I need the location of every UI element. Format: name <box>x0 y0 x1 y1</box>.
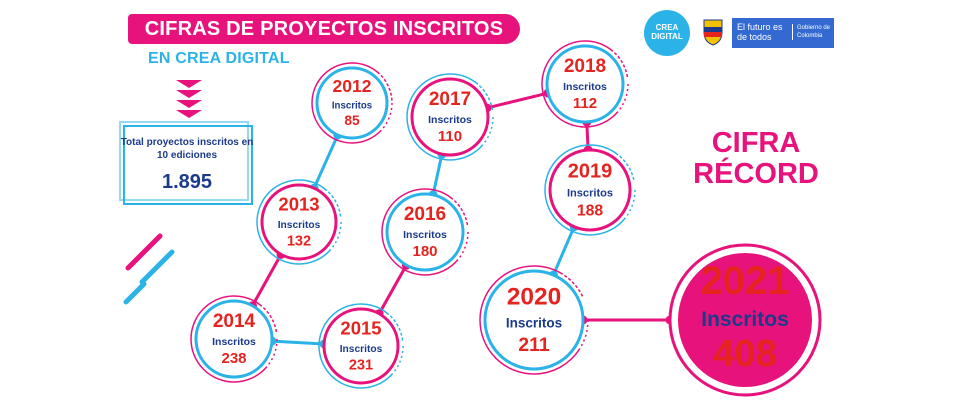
node-ring <box>322 307 400 385</box>
timeline-node-2017: 2017 Inscritos 110 <box>406 73 494 161</box>
node-dotted-arc <box>406 73 494 161</box>
page-title: CIFRAS DE PROYECTOS INSCRITOS <box>128 14 520 44</box>
connector-4 <box>431 153 444 196</box>
total-value: 1.895 <box>161 171 213 193</box>
gobierno-logo: El futuro es de todos Gobierno de Colomb… <box>732 18 834 48</box>
node-year: 2014 <box>213 311 256 332</box>
node-value: 231 <box>349 357 373 373</box>
connector-1 <box>251 253 283 307</box>
node-year: 2019 <box>568 160 613 182</box>
node-dotted-arc <box>318 303 404 389</box>
node-label: Inscritos <box>278 220 321 231</box>
node-label: Inscritos <box>563 81 607 93</box>
node-label: Inscritos <box>567 187 613 199</box>
node-ring <box>483 269 585 371</box>
node-ring <box>545 44 625 124</box>
connector-5 <box>486 91 549 110</box>
node-value: 238 <box>221 350 246 367</box>
node-value: 180 <box>412 243 437 260</box>
gov-slogan: El futuro es de todos <box>737 22 783 42</box>
node-dotted-arc <box>541 40 629 128</box>
timeline-node-2020: 2020 Inscritos 211 <box>479 265 589 375</box>
node-year: 2013 <box>278 193 319 214</box>
node-value: 132 <box>287 233 311 249</box>
node-ring <box>260 183 338 261</box>
node-dotted-arc <box>479 265 589 375</box>
node-ring <box>385 192 465 272</box>
crea-logo-text-2: DIGITAL <box>651 32 683 41</box>
node-ring <box>315 66 389 140</box>
node-year: 2012 <box>333 76 372 96</box>
node-dotted-arc <box>256 179 342 265</box>
node-year: 2020 <box>507 284 562 311</box>
down-chevrons-icon <box>176 80 202 118</box>
node-year: 2017 <box>429 89 471 110</box>
node-label: Inscritos <box>506 316 562 331</box>
node-ring <box>194 299 274 379</box>
node-dotted-arc <box>381 188 469 276</box>
node-dotted-arc <box>544 144 636 236</box>
gov-name: Gobierno de Colombia <box>792 24 837 40</box>
node-value: 188 <box>577 202 604 219</box>
timeline-node-2015: 2015 Inscritos 231 <box>318 303 404 389</box>
node-label: Inscritos <box>340 344 383 355</box>
node-year: 2016 <box>404 204 446 225</box>
connector-2 <box>271 339 325 346</box>
node-ring <box>410 77 490 157</box>
timeline-node-2013: 2013 Inscritos 132 <box>256 179 342 265</box>
node-label: Inscritos <box>212 336 256 348</box>
record-node-fill <box>678 253 812 387</box>
logos: CREA DIGITAL El futuro es de todos Gobie… <box>644 10 836 56</box>
timeline-node-2016: 2016 Inscritos 180 <box>381 188 469 276</box>
timeline-node-2014: 2014 Inscritos 238 <box>190 295 278 383</box>
node-value: 408 <box>713 333 776 375</box>
total-label: Total proyectos inscritos en 10 edicione… <box>120 137 254 161</box>
node-ring <box>548 148 632 232</box>
total-box-frame <box>119 121 253 205</box>
page-subtitle: EN CREA DIGITAL <box>148 50 290 67</box>
record-label: CIFRA RÉCORD <box>693 127 819 190</box>
node-label: Inscritos <box>701 308 789 331</box>
connector-7 <box>552 226 576 276</box>
colombia-shield-icon <box>703 19 723 46</box>
timeline-node-2019: 2019 Inscritos 188 <box>544 144 636 236</box>
node-year: 2021 <box>701 259 790 303</box>
node-year: 2018 <box>564 56 606 77</box>
total-summary: Total proyectos inscritos en 10 edicione… <box>118 124 256 206</box>
connector-3 <box>377 264 408 315</box>
node-value: 85 <box>344 112 360 128</box>
decorative-dashes <box>123 233 175 305</box>
crea-digital-logo: CREA DIGITAL <box>644 10 690 56</box>
node-label: Inscritos <box>332 101 372 112</box>
node-dotted-arc <box>311 62 393 144</box>
node-dotted-arc <box>190 295 278 383</box>
node-value: 110 <box>438 128 462 145</box>
timeline-node-2018: 2018 Inscritos 112 <box>541 40 629 128</box>
node-year: 2015 <box>340 317 381 338</box>
node-value: 112 <box>573 95 597 112</box>
connector-0 <box>312 134 340 189</box>
node-label: Inscritos <box>403 229 447 241</box>
node-value: 211 <box>518 334 549 356</box>
crea-logo-text-1: CREA <box>655 23 679 32</box>
node-label: Inscritos <box>428 114 472 126</box>
